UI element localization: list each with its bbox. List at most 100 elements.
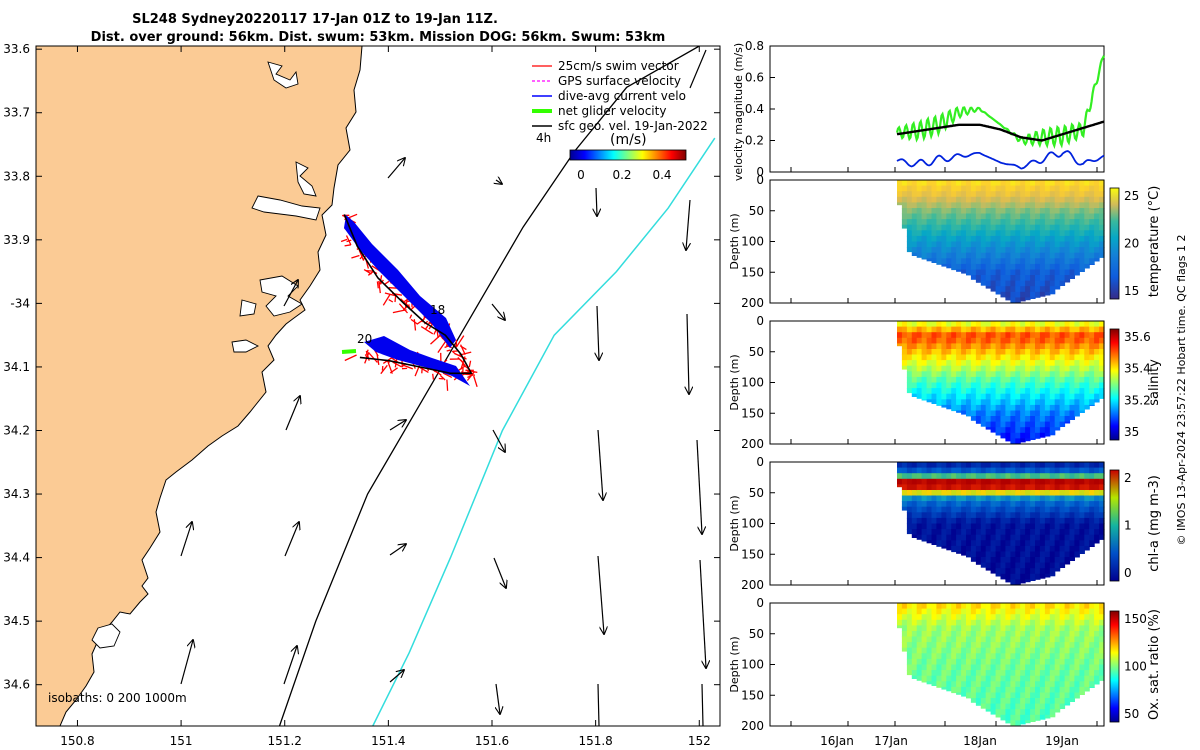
oxygen-cell: [1084, 681, 1090, 688]
salinity-cell: [1039, 354, 1046, 361]
salinity-cell: [1005, 326, 1011, 333]
salinity-cell: [921, 371, 928, 378]
temperature-cell: [941, 219, 947, 226]
salinity-cell: [921, 393, 928, 400]
chla-cell: [906, 484, 913, 491]
temperature-cell: [941, 213, 947, 220]
oxygen-cell: [1064, 631, 1071, 638]
salinity-cell: [1079, 360, 1085, 367]
oxygen-cell: [975, 664, 982, 671]
salinity-cell: [1000, 365, 1006, 372]
oxygen-cell: [1010, 614, 1016, 621]
salinity-cell: [980, 365, 987, 372]
salinity-cell: [921, 399, 928, 401]
chla-cell: [1035, 545, 1041, 553]
chla-cell: [1069, 467, 1075, 474]
salinity-cell: [1059, 360, 1066, 367]
chla-cell: [1020, 551, 1026, 558]
temperature-cell: [995, 286, 1002, 293]
chla-cell: [1010, 512, 1016, 519]
salinity-cell: [897, 332, 903, 339]
oxygen-cell: [1054, 636, 1061, 643]
chla-cell: [1030, 551, 1036, 558]
temperature-cell: [911, 185, 918, 192]
oxygen-cell: [956, 619, 962, 626]
oxygen-cell: [975, 636, 982, 643]
oxygen-cell: [1094, 681, 1100, 685]
salinity-cell: [1044, 326, 1051, 333]
chla-cell: [980, 506, 987, 513]
oxygen-cell: [941, 614, 947, 621]
oxygen-cell: [916, 653, 923, 660]
salinity-cell: [980, 376, 987, 384]
temperature-cell: [946, 180, 952, 187]
oxygen-cell: [926, 664, 933, 671]
oxygen-cell: [921, 603, 928, 610]
chla-cell: [1010, 467, 1016, 474]
chla-cell: [1039, 523, 1046, 530]
salinity-cell: [1020, 337, 1026, 344]
oxygen-cell: [926, 675, 933, 682]
oxygen-cell: [1025, 608, 1031, 615]
oxygen-cell: [1015, 681, 1021, 688]
chla-cell: [1079, 512, 1085, 519]
temperature-cell: [936, 213, 942, 220]
salinity-cell: [985, 349, 992, 356]
swim-vector: [437, 340, 447, 353]
temperature-cell: [941, 180, 947, 187]
lat-tick-label: 34.4: [3, 551, 30, 565]
salinity-cell: [951, 326, 957, 333]
oxygen-cell: [995, 664, 1002, 671]
oxygen-cell: [921, 675, 928, 682]
chla-cell: [1030, 529, 1036, 536]
chla-cell: [990, 517, 997, 525]
temperature-cell: [956, 224, 962, 231]
swim-vector: [367, 270, 374, 276]
oxygen-cell: [941, 681, 947, 688]
oxygen-cell: [1000, 709, 1006, 716]
salinity-cell: [911, 360, 918, 367]
salinity-cell: [1020, 393, 1026, 400]
chla-cell: [1030, 523, 1036, 530]
temperature-cell: [966, 235, 972, 243]
chla-cell: [1010, 490, 1016, 497]
chla-cell: [1074, 540, 1080, 547]
temperature-cell: [1049, 258, 1056, 265]
chla-cell: [1084, 534, 1090, 541]
chla-cell: [946, 506, 952, 513]
oxygen-cell: [1084, 675, 1090, 682]
chla-cell: [921, 467, 928, 474]
geo-arrow: [496, 683, 500, 714]
chla-cell: [1030, 534, 1036, 541]
oxygen-cell: [946, 653, 952, 660]
chla-cell: [1039, 506, 1046, 513]
temperature-cell: [990, 219, 997, 226]
salinity-cell: [1054, 337, 1061, 344]
chla-cell: [1039, 529, 1046, 536]
temperature-cell: [1039, 258, 1046, 265]
temperature-cell: [970, 269, 977, 276]
chla-cell: [1015, 495, 1021, 502]
salinity-cell: [1074, 399, 1080, 406]
salinity-cell: [901, 360, 908, 367]
salinity-cell: [1025, 337, 1031, 344]
chla-cell: [966, 467, 972, 474]
chla-cell: [946, 529, 952, 536]
temperature-cell: [1030, 213, 1036, 220]
oxygen-cell: [931, 619, 937, 626]
temperature-cell: [1064, 230, 1071, 237]
oxygen-cell: [936, 619, 942, 626]
temperature-cell: [946, 191, 952, 198]
salinity-cell: [995, 337, 1002, 344]
salinity-cell: [1049, 354, 1056, 361]
chla-cell: [975, 501, 982, 508]
chla-cell: [980, 517, 987, 525]
temperature-cell: [926, 202, 933, 209]
chla-cell: [961, 545, 967, 553]
oxygen-cell: [975, 619, 982, 626]
salinity-cell: [906, 354, 913, 361]
oxygen-cell: [1010, 681, 1016, 688]
oxygen-cell: [931, 664, 937, 671]
salinity-cell: [1035, 399, 1041, 406]
temperature-cell: [1054, 263, 1061, 271]
